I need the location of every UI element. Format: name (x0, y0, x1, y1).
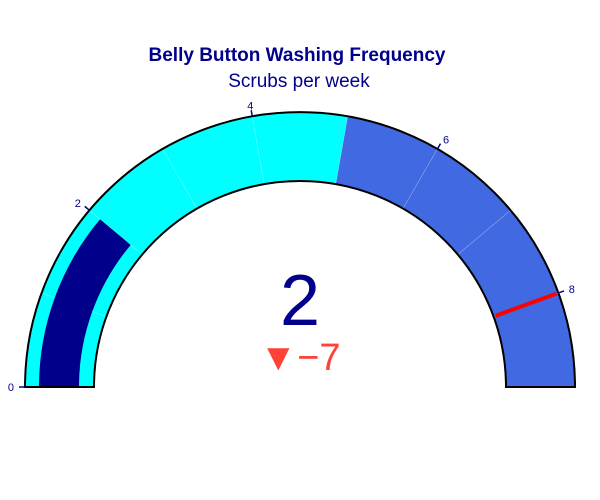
gauge-border (23, 111, 577, 388)
gauge-tick-label-0: 0 (8, 382, 14, 394)
gauge-step-5 (251, 111, 349, 185)
gauge-tick-2 (84, 205, 90, 211)
gauge-bar-layer (39, 219, 131, 387)
chart-title: Belly Button Washing Frequency (149, 45, 446, 66)
chart-subtitle: Scrubs per week (228, 71, 370, 92)
gauge-value: 2 (280, 261, 320, 341)
gauge-threshold-layer (494, 291, 558, 318)
gauge-tick-label-4: 4 (247, 100, 253, 112)
gauge-tick-6 (436, 143, 442, 150)
gauge-value-bar (39, 219, 131, 387)
gauge-steps (24, 111, 576, 388)
gauge-outline (23, 111, 577, 388)
gauge-tick-8 (558, 290, 565, 294)
gauge-tick-label-2: 2 (75, 198, 81, 210)
gauge-tick-label-8: 8 (569, 284, 575, 296)
gauge-tick-4 (250, 110, 253, 117)
gauge-ticks: 0 2 4 6 8 (8, 100, 575, 394)
gauge-tick-label-6: 6 (443, 134, 449, 146)
gauge-delta: ▼−7 (260, 337, 341, 379)
gauge-threshold-line (494, 291, 558, 318)
